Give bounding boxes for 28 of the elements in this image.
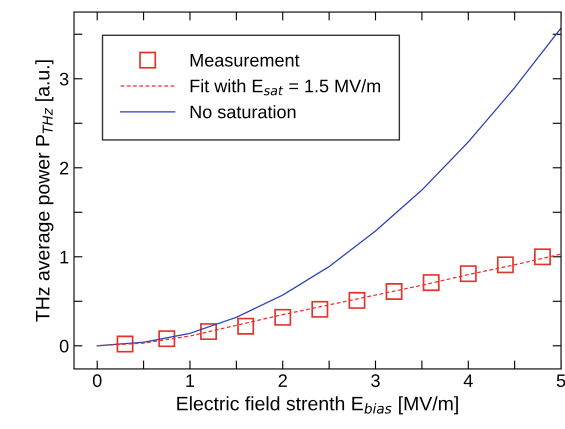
point xyxy=(200,323,217,340)
point xyxy=(534,248,551,266)
point xyxy=(311,300,328,318)
point xyxy=(237,318,254,335)
point xyxy=(348,292,366,309)
legend-label: No saturation xyxy=(190,105,296,118)
x-tick-label: 1 xyxy=(186,374,194,387)
point xyxy=(116,336,134,352)
x-axis-title: Electric field strenth E$_{bias}$ [MV/m] xyxy=(177,396,458,414)
y-tick-label: 1 xyxy=(60,250,68,264)
line-series xyxy=(96,27,562,346)
y-tick-label: 3 xyxy=(60,72,68,86)
y-tick-label: 0 xyxy=(60,340,68,353)
x-tick-label: 0 xyxy=(92,374,102,388)
x-tick-label: 5 xyxy=(556,374,565,388)
x-tick-label: 2 xyxy=(278,374,287,387)
point xyxy=(274,308,292,326)
point xyxy=(386,283,403,300)
x-tick-label: 3 xyxy=(371,374,380,388)
point xyxy=(496,256,514,274)
point xyxy=(422,274,440,292)
x-tick-label: 4 xyxy=(464,374,473,387)
point xyxy=(158,330,176,348)
legend-label: Fit with E$_{sat}$ = 1.5 MV/m xyxy=(190,79,380,96)
legend-label: Measurement xyxy=(190,54,300,67)
point xyxy=(460,265,477,282)
y-tick-label: 2 xyxy=(60,162,68,174)
y-axis-title: THz average power P$_{THz}$ [a.u.] xyxy=(35,60,54,322)
